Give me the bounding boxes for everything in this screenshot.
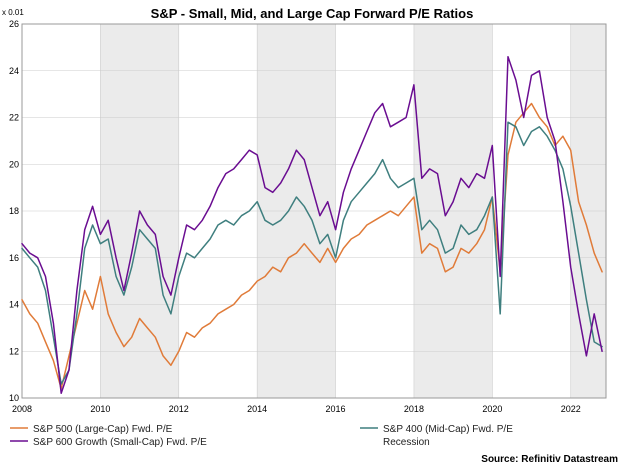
y-tick-label: 16 bbox=[9, 253, 19, 263]
x-tick-label: 2018 bbox=[404, 404, 424, 414]
y-tick-label: 22 bbox=[9, 113, 19, 123]
x-tick-label: 2008 bbox=[12, 404, 32, 414]
x-tick-label: 2014 bbox=[247, 404, 267, 414]
y-tick-labels: 10 12 14 16 18 20 22 24 26 bbox=[9, 19, 19, 403]
chart-title: S&P - Small, Mid, and Large Cap Forward … bbox=[151, 6, 474, 21]
x-tick-label: 2012 bbox=[169, 404, 189, 414]
x-tick-label: 2020 bbox=[482, 404, 502, 414]
series-line-small-cap bbox=[21, 55, 603, 395]
series-line-mid-cap bbox=[21, 121, 603, 385]
legend: S&P 500 (Large-Cap) Fwd. P/E S&P 600 Gro… bbox=[10, 424, 513, 448]
x-tick-labels: 2008 2010 2012 2014 2016 2018 2020 2022 bbox=[12, 404, 581, 414]
x-tick-label: 2016 bbox=[326, 404, 346, 414]
plot-frame bbox=[21, 23, 607, 399]
legend-label-recession: Recession bbox=[383, 437, 430, 448]
y-tick-label: 24 bbox=[9, 66, 19, 76]
source-note: Source: Refinitiv Datastream bbox=[481, 454, 618, 465]
y-axis-unit-label: x 0.01 bbox=[2, 8, 24, 17]
x-tick-label: 2010 bbox=[90, 404, 110, 414]
y-tick-label: 12 bbox=[9, 346, 19, 356]
y-tick-label: 26 bbox=[9, 19, 19, 29]
y-tick-label: 20 bbox=[9, 159, 19, 169]
y-tick-label: 14 bbox=[9, 300, 19, 310]
legend-label-small-cap: S&P 600 Growth (Small-Cap) Fwd. P/E bbox=[33, 437, 207, 448]
y-tick-label: 18 bbox=[9, 206, 19, 216]
legend-label-mid-cap: S&P 400 (Mid-Cap) Fwd. P/E bbox=[383, 424, 513, 435]
legend-label-large-cap: S&P 500 (Large-Cap) Fwd. P/E bbox=[33, 424, 173, 435]
y-tick-label: 10 bbox=[9, 393, 19, 403]
series-lines bbox=[21, 55, 603, 395]
x-tick-label: 2022 bbox=[561, 404, 581, 414]
